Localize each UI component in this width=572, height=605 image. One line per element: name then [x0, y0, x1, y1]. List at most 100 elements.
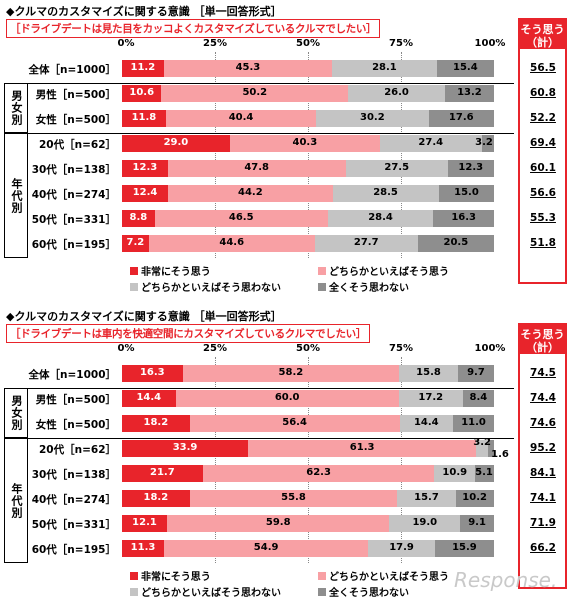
- data-label: 20.5: [443, 237, 469, 248]
- seg-somewhat-not: [399, 365, 458, 382]
- x-tick-label: 50%: [296, 38, 320, 49]
- legend-item: どちらかといえばそう思わない: [130, 584, 281, 599]
- data-label: 10.2: [462, 492, 487, 503]
- seg-somewhat: [167, 515, 390, 532]
- seg-somewhat: [229, 135, 380, 152]
- stacked-bar: 21.7 62.3 10.9 5.1: [122, 465, 494, 482]
- data-label: 55.8: [281, 492, 306, 503]
- seg-not-at-all: [444, 85, 494, 102]
- seg-strong: [122, 85, 162, 102]
- data-label: 47.8: [244, 162, 269, 173]
- seg-strong: [122, 60, 164, 77]
- group-gender-label: 男女別: [10, 395, 23, 431]
- stacked-bar: 12.3 47.8 27.5 12.3: [122, 160, 494, 177]
- seg-strong: [122, 415, 190, 432]
- row-label: 20代［n=62］: [39, 139, 116, 151]
- group-separator: [4, 388, 514, 389]
- legend-swatch: [318, 282, 326, 291]
- data-label: 40.3: [292, 137, 318, 148]
- row-label: 50代［n=331］: [31, 214, 116, 226]
- chart-title: ◆クルマのカスタマイズに関する意識 ［単一回答形式］: [6, 5, 282, 18]
- legend-swatch: [318, 587, 326, 596]
- stacked-bar: 14.4 60.0 17.2 8.4: [122, 390, 494, 407]
- data-label: 11.8: [131, 112, 157, 123]
- sum-value: 55.3: [530, 212, 556, 224]
- stacked-bar: 12.4 44.2 28.5 15.0: [122, 185, 495, 202]
- data-label: 11.0: [461, 417, 486, 428]
- data-label: 28.5: [373, 187, 398, 198]
- seg-strong: [122, 160, 168, 177]
- data-label: 12.1: [132, 517, 157, 528]
- sum-value: 95.2: [530, 442, 556, 454]
- seg-somewhat: [202, 465, 435, 482]
- row-label: 全体［n=1000］: [28, 64, 117, 76]
- data-label: 27.4: [418, 137, 444, 148]
- data-label: 62.3: [306, 467, 331, 478]
- row-label: 60代［n=195］: [31, 544, 116, 556]
- seg-somewhat-not: [327, 210, 434, 227]
- data-label: 60.0: [274, 392, 300, 403]
- sum-value: 74.6: [530, 417, 556, 429]
- legend-label: どちらかといえばそう思う: [329, 267, 449, 278]
- sum-value: 84.1: [530, 467, 556, 479]
- sum-value: 74.4: [530, 392, 556, 404]
- legend-item: どちらかといえばそう思う: [318, 568, 449, 583]
- seg-strong: [122, 185, 169, 202]
- data-label: 17.9: [389, 542, 414, 553]
- seg-somewhat-not: [434, 465, 476, 482]
- seg-not-at-all: [475, 465, 494, 482]
- row-label: 20代［n=62］: [39, 444, 116, 456]
- seg-somewhat: [165, 110, 317, 127]
- legend-swatch: [130, 571, 138, 580]
- seg-not-at-all: [455, 490, 494, 507]
- legend-label: どちらかといえばそう思う: [329, 572, 449, 583]
- x-tick-label: 25%: [203, 343, 227, 354]
- chart-panel-2: ◆クルマのカスタマイズに関する意識 ［単一回答形式］ ［ドライブデートは車内を快…: [0, 305, 572, 605]
- data-label: 7.2: [126, 237, 145, 248]
- data-label: 8.8: [129, 212, 148, 223]
- legend-label: 全くそう思わない: [329, 283, 409, 294]
- legend-item: 全くそう思わない: [318, 584, 409, 599]
- sum-value: 56.6: [530, 187, 556, 199]
- sum-value: 51.8: [530, 237, 556, 249]
- gridline: [215, 52, 216, 258]
- data-label: 18.2: [143, 417, 169, 428]
- group-gender: 男女別: [4, 83, 28, 133]
- sum-value: 66.2: [530, 542, 556, 554]
- row-label: 60代［n=195］: [31, 239, 116, 251]
- legend-swatch: [318, 571, 326, 580]
- seg-somewhat-not: [345, 160, 448, 177]
- row-label: 50代［n=331］: [31, 519, 116, 531]
- stacked-bar: 11.3 54.9 17.9 15.9: [122, 540, 494, 557]
- legend-item: どちらかといえばそう思う: [318, 263, 449, 278]
- data-label: 12.3: [132, 162, 158, 173]
- seg-not-at-all: [438, 185, 495, 202]
- row-label: 30代［n=138］: [31, 164, 116, 176]
- seg-somewhat: [182, 365, 400, 382]
- legend-label: どちらかといえばそう思わない: [141, 588, 281, 599]
- seg-somewhat-not: [389, 515, 461, 532]
- seg-not-at-all: [453, 415, 494, 432]
- seg-strong: [122, 110, 166, 127]
- legend-label: 非常にそう思う: [141, 572, 211, 583]
- data-label: 45.3: [235, 62, 261, 73]
- seg-not-at-all: [417, 235, 494, 252]
- row-label: 男性［n=500］: [35, 89, 116, 101]
- x-tick-label: 25%: [203, 38, 227, 49]
- data-label: 11.2: [130, 62, 156, 73]
- data-label: 12.3: [458, 162, 484, 173]
- seg-not-at-all: [433, 210, 494, 227]
- data-label: 56.4: [282, 417, 307, 428]
- data-label: 3.2: [475, 137, 493, 148]
- data-label: 10.6: [129, 87, 155, 98]
- data-label: 8.4: [469, 392, 488, 403]
- x-tick-label: 50%: [296, 343, 320, 354]
- seg-somewhat: [175, 390, 399, 407]
- data-label: 11.3: [130, 542, 156, 553]
- data-label: 40.4: [228, 112, 254, 123]
- seg-somewhat-not: [348, 85, 445, 102]
- stacked-bar: 11.2 45.3 28.1 15.4: [122, 60, 494, 77]
- seg-not-at-all: [460, 515, 494, 532]
- seg-somewhat-not: [399, 415, 454, 432]
- data-label: 12.4: [132, 187, 158, 198]
